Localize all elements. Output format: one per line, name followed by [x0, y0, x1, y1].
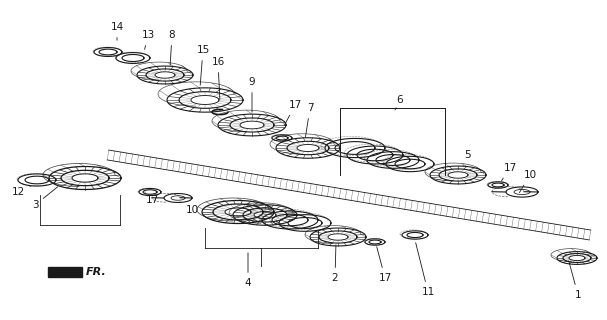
Text: 7: 7 — [305, 103, 313, 137]
Text: 11: 11 — [416, 243, 435, 297]
Text: 17: 17 — [501, 163, 517, 181]
Text: 14: 14 — [110, 22, 124, 40]
Text: 17: 17 — [377, 247, 392, 283]
Text: 9: 9 — [249, 77, 256, 112]
Text: FR.: FR. — [86, 267, 107, 277]
Text: 4: 4 — [245, 253, 251, 288]
Text: 17: 17 — [284, 100, 302, 125]
Text: 12: 12 — [12, 186, 30, 197]
Text: 10: 10 — [180, 202, 198, 215]
Text: 5: 5 — [463, 150, 471, 165]
Text: 16: 16 — [211, 57, 225, 99]
Text: 17: 17 — [145, 192, 158, 205]
Text: 15: 15 — [197, 45, 209, 85]
Polygon shape — [48, 267, 82, 277]
Text: 13: 13 — [141, 30, 155, 49]
Text: 8: 8 — [169, 30, 175, 65]
Text: 6: 6 — [395, 95, 403, 110]
Text: 1: 1 — [569, 261, 582, 300]
Text: 2: 2 — [331, 245, 338, 283]
Text: 3: 3 — [32, 187, 58, 210]
Text: 10: 10 — [520, 170, 537, 193]
